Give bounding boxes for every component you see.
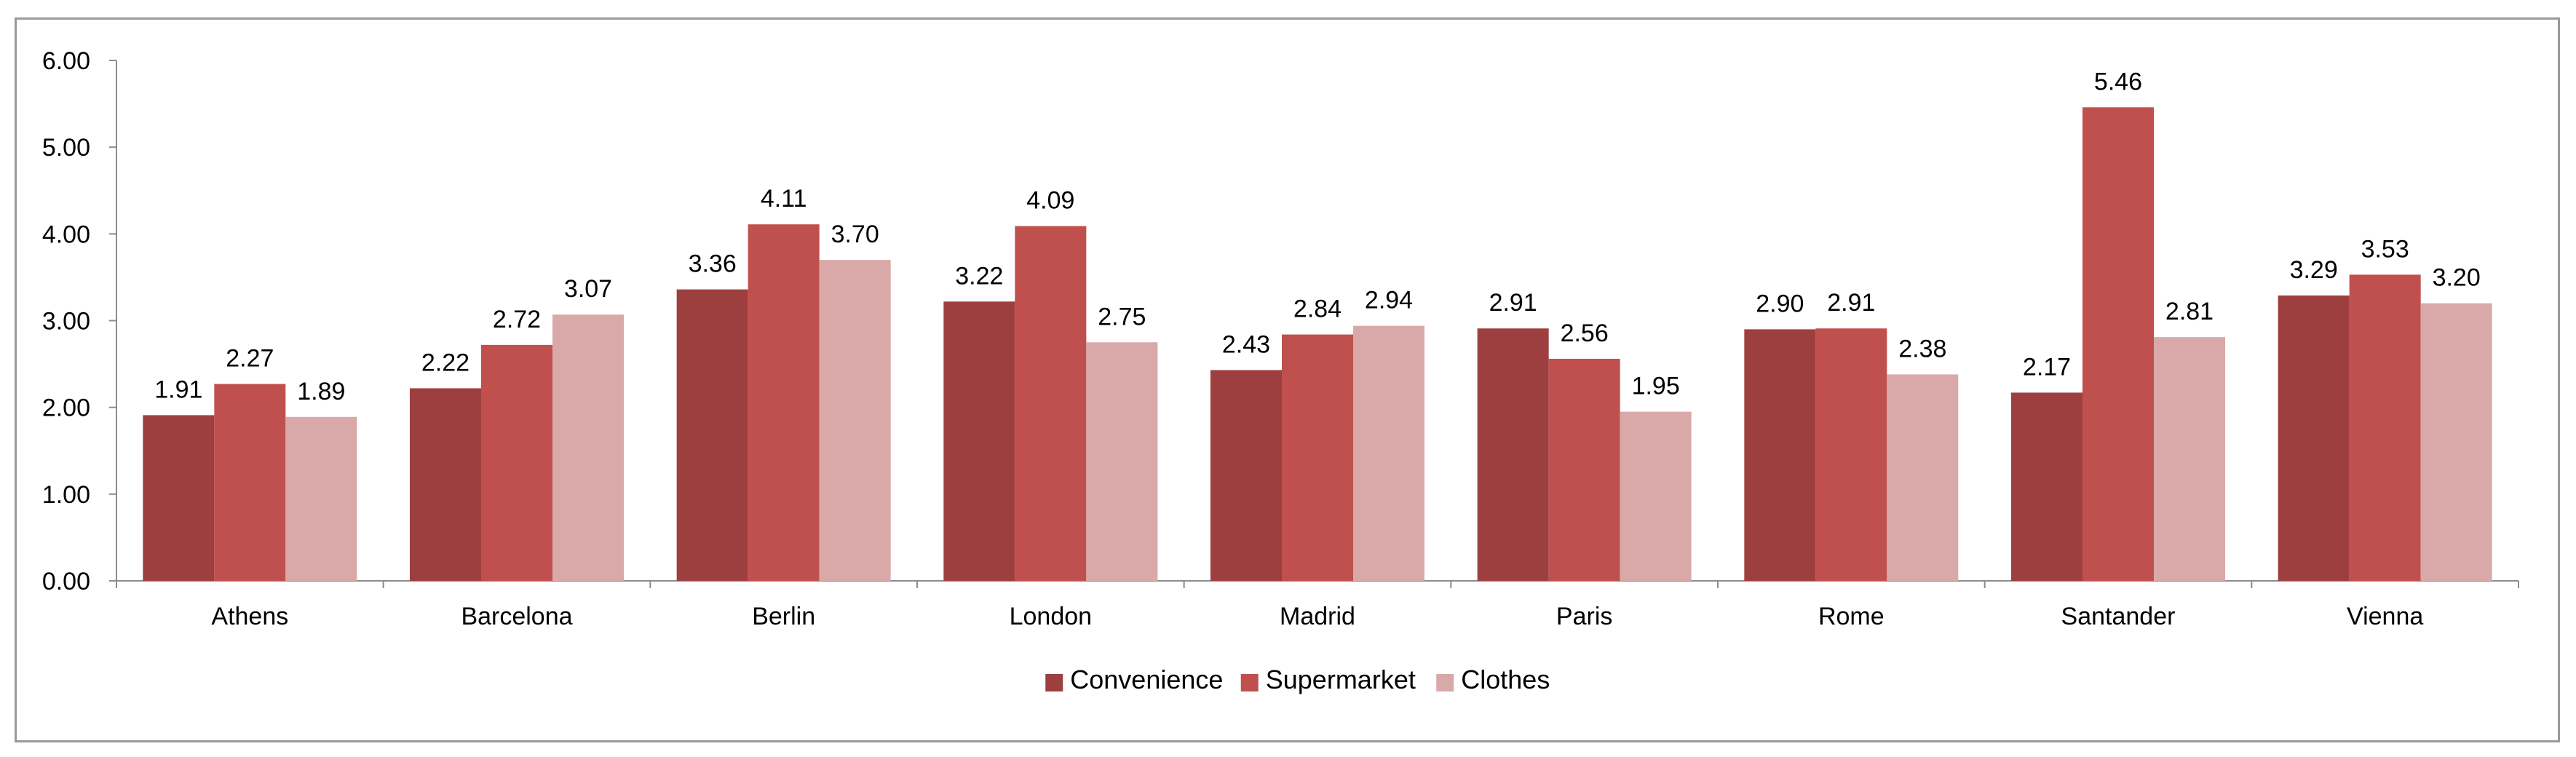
legend-swatch-supermarket	[1240, 674, 1259, 691]
data-label: 2.81	[2165, 298, 2214, 325]
bar-supermarket-berlin	[748, 224, 820, 581]
y-tick-label: 3.00	[42, 308, 90, 336]
bar-supermarket-rome	[1815, 328, 1887, 581]
category-label: Berlin	[752, 603, 815, 630]
data-label: 2.90	[1756, 290, 1804, 317]
bar-supermarket-barcelona	[481, 344, 552, 581]
bar-convenience-rome	[1744, 329, 1816, 581]
legend-label-supermarket: Supermarket	[1266, 665, 1416, 694]
bar-supermarket-santander	[2082, 107, 2154, 582]
legend-swatch-convenience	[1045, 674, 1063, 691]
category-label: Santander	[2061, 603, 2176, 630]
data-label: 2.84	[1293, 296, 1341, 323]
data-label: 3.70	[831, 221, 879, 248]
bar-convenience-vienna	[2278, 295, 2350, 581]
data-label: 2.91	[1489, 289, 1537, 317]
data-label: 5.46	[2094, 68, 2142, 95]
data-label: 1.95	[1632, 373, 1680, 400]
category-label: Madrid	[1280, 603, 1355, 630]
data-label: 2.43	[1222, 330, 1270, 358]
data-label: 2.72	[493, 306, 541, 333]
bar-supermarket-paris	[1548, 358, 1620, 581]
y-tick-label: 6.00	[42, 47, 90, 75]
data-label: 3.20	[2433, 264, 2481, 292]
data-label: 1.89	[297, 378, 345, 405]
category-label: Barcelona	[461, 603, 572, 630]
data-label: 2.38	[1898, 335, 1946, 362]
bar-clothes-london	[1086, 342, 1158, 581]
bar-clothes-madrid	[1353, 325, 1424, 581]
data-label: 2.56	[1561, 320, 1609, 347]
bar-clothes-athens	[285, 416, 357, 581]
bar-clothes-barcelona	[552, 314, 624, 581]
data-label: 2.94	[1365, 287, 1413, 314]
bar-convenience-athens	[143, 415, 215, 581]
category-label: Vienna	[2347, 603, 2423, 630]
bar-convenience-santander	[2011, 392, 2082, 581]
y-tick-label: 5.00	[42, 134, 90, 162]
data-label: 3.07	[564, 275, 612, 303]
data-label: 4.09	[1026, 187, 1074, 215]
data-label: 2.75	[1098, 303, 1146, 330]
data-label: 2.22	[421, 349, 469, 376]
data-label: 3.53	[2361, 235, 2409, 263]
bar-clothes-rome	[1887, 374, 1959, 581]
category-label: Athens	[211, 603, 288, 630]
category-label: Paris	[1556, 603, 1612, 630]
y-tick-label: 4.00	[42, 221, 90, 248]
bar-convenience-paris	[1477, 328, 1549, 581]
bar-supermarket-vienna	[2349, 274, 2421, 581]
bar-supermarket-london	[1015, 226, 1087, 581]
data-label: 3.36	[689, 250, 737, 278]
bar-convenience-madrid	[1210, 370, 1282, 581]
legend-label-clothes: Clothes	[1461, 665, 1550, 694]
y-tick-label: 0.00	[42, 568, 90, 595]
data-label: 2.17	[2023, 353, 2071, 381]
bar-clothes-paris	[1620, 411, 1692, 581]
legend-swatch-clothes	[1436, 674, 1454, 691]
bar-supermarket-athens	[214, 384, 286, 581]
bar-clothes-vienna	[2420, 303, 2492, 581]
category-label: London	[1010, 603, 1092, 630]
data-label: 3.29	[2290, 256, 2338, 284]
bar-clothes-santander	[2154, 337, 2225, 581]
bar-convenience-berlin	[676, 289, 748, 581]
legend-label-convenience: Convenience	[1070, 665, 1223, 694]
bar-convenience-barcelona	[410, 388, 481, 581]
y-tick-label: 1.00	[42, 481, 90, 509]
bar-convenience-london	[943, 301, 1015, 581]
data-label: 4.11	[761, 185, 807, 213]
bar-clothes-berlin	[819, 260, 891, 581]
category-label: Rome	[1818, 603, 1885, 630]
bar-supermarket-madrid	[1282, 334, 1353, 581]
data-label: 2.91	[1827, 289, 1875, 317]
data-label: 3.22	[955, 262, 1003, 290]
data-label: 1.91	[154, 376, 202, 403]
data-label: 2.27	[226, 344, 274, 372]
y-tick-label: 2.00	[42, 395, 90, 422]
